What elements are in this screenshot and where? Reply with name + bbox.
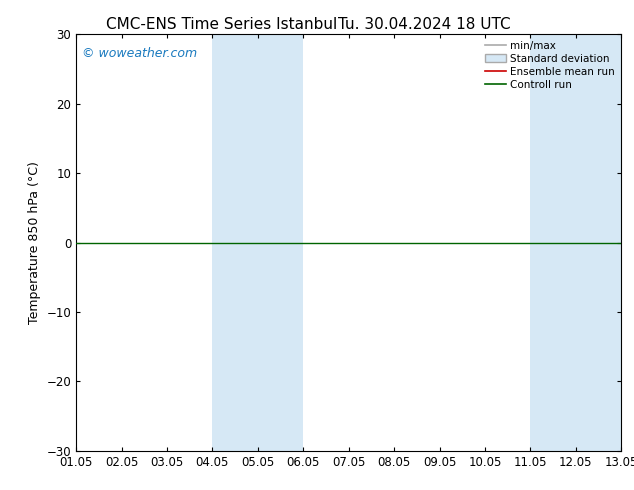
Text: CMC-ENS Time Series Istanbul: CMC-ENS Time Series Istanbul (107, 17, 337, 32)
Bar (212, 34, 303, 451)
Y-axis label: Temperature 850 hPa (°C): Temperature 850 hPa (°C) (28, 161, 41, 324)
Text: Tu. 30.04.2024 18 UTC: Tu. 30.04.2024 18 UTC (339, 17, 511, 32)
Text: © woweather.com: © woweather.com (82, 47, 197, 60)
Legend: min/max, Standard deviation, Ensemble mean run, Controll run: min/max, Standard deviation, Ensemble me… (481, 36, 619, 94)
Bar (531, 34, 621, 451)
